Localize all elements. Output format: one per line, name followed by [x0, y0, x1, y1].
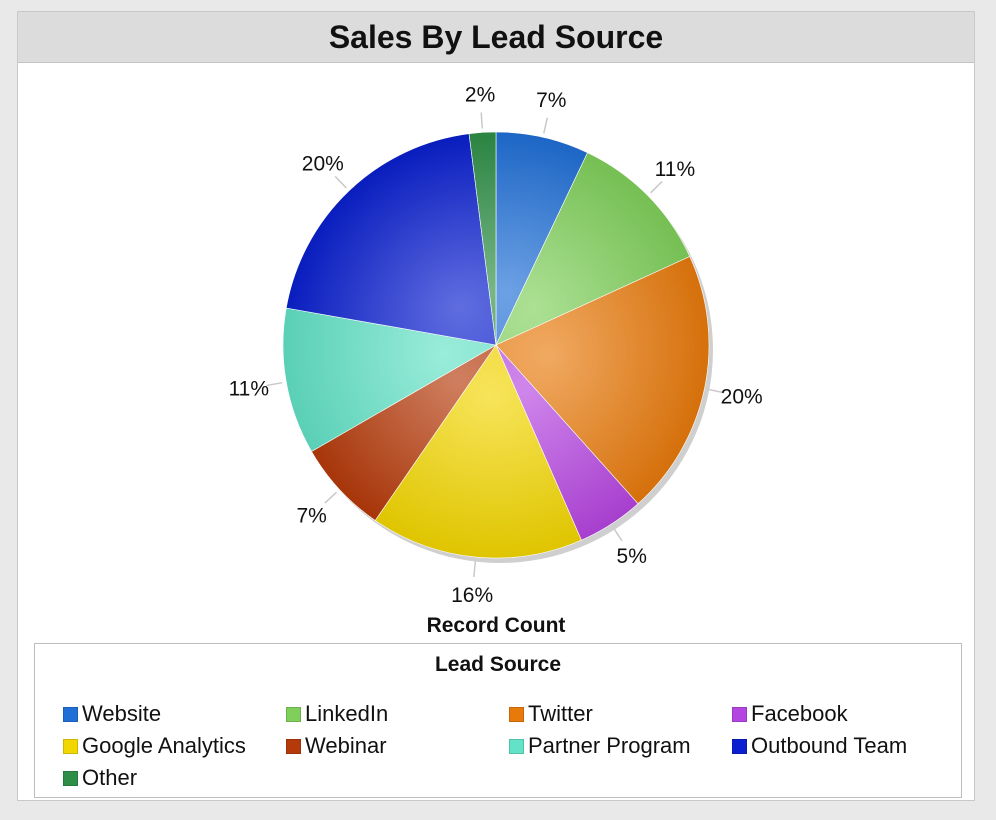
- legend-label: Partner Program: [528, 733, 691, 758]
- leader-line: [266, 381, 283, 387]
- legend-item-google-analytics[interactable]: Google Analytics: [63, 730, 286, 762]
- leader-line: [473, 560, 477, 578]
- legend-swatch: [732, 706, 747, 722]
- legend-label: Webinar: [305, 733, 387, 758]
- leader-line: [543, 117, 549, 134]
- legend-item-facebook[interactable]: Facebook: [732, 698, 955, 730]
- slice-label-facebook: 5%: [617, 545, 647, 568]
- pie-slice-twitter[interactable]: [495, 256, 710, 505]
- legend-label: Facebook: [751, 701, 848, 726]
- slice-label-webinar: 7%: [296, 504, 326, 527]
- legend-swatch: [286, 738, 301, 754]
- legend-swatch: [63, 706, 78, 722]
- legend-item-other[interactable]: Other: [63, 762, 286, 794]
- slice-label-linkedin: 11%: [655, 158, 695, 181]
- leader-line: [612, 527, 623, 542]
- legend-swatch: [509, 738, 524, 754]
- pie-chart: 7% 11% 20% 5% 16% 7% 11% 20% 2% Record Count: [229, 84, 763, 637]
- pie-slice-other[interactable]: [468, 131, 497, 346]
- legend-label: Twitter: [528, 701, 593, 726]
- slice-label-google-analytics: 16%: [451, 584, 493, 607]
- slice-label-outbound-team: 20%: [302, 152, 344, 175]
- legend-item-webinar[interactable]: Webinar: [286, 730, 509, 762]
- legend-label: Other: [82, 765, 138, 790]
- legend-swatch: [286, 706, 301, 722]
- legend-swatch: [509, 706, 524, 722]
- legend-label: Website: [82, 701, 162, 726]
- leader-line: [650, 181, 663, 194]
- legend-swatch: [63, 770, 78, 786]
- leader-line: [480, 112, 483, 129]
- legend-label: Google Analytics: [82, 733, 246, 758]
- pie-slice-linkedin[interactable]: [495, 152, 691, 346]
- legend-label: LinkedIn: [305, 701, 389, 726]
- measure-label: Record Count: [427, 614, 566, 637]
- pie-slice-outbound-team[interactable]: [285, 133, 497, 346]
- chart-title: Sales By Lead Source: [18, 12, 974, 63]
- slice-label-other: 2%: [465, 84, 495, 107]
- slice-label-website: 7%: [536, 89, 566, 112]
- legend-title: Lead Source: [434, 653, 562, 676]
- slice-label-twitter: 20%: [721, 385, 763, 408]
- legend-item-linkedin[interactable]: LinkedIn: [286, 698, 509, 730]
- pie-slice-google-analytics[interactable]: [374, 344, 582, 559]
- chart-panel: Sales By Lead Source 7% 11% 20% 5% 16% 7% 11% 2…: [17, 11, 975, 801]
- legend-item-twitter[interactable]: Twitter: [509, 698, 732, 730]
- leader-line: [324, 491, 338, 504]
- legend-swatch: [63, 738, 78, 754]
- legend-items: Website LinkedIn Twitter Facebook Google Ana…: [63, 698, 963, 794]
- leader-line: [708, 388, 725, 394]
- legend-swatch: [732, 738, 747, 754]
- legend-label: Outbound Team: [751, 733, 908, 758]
- leader-line: [334, 175, 347, 189]
- legend-item-outbound-team[interactable]: Outbound Team: [732, 730, 955, 762]
- legend-item-partner-program[interactable]: Partner Program: [509, 730, 732, 762]
- slice-label-partner-program: 11%: [229, 378, 269, 401]
- legend-item-website[interactable]: Website: [63, 698, 286, 730]
- pie-slice-partner-program[interactable]: [282, 307, 497, 452]
- legend: Lead Source Website LinkedIn Twitter Facebo…: [34, 643, 962, 798]
